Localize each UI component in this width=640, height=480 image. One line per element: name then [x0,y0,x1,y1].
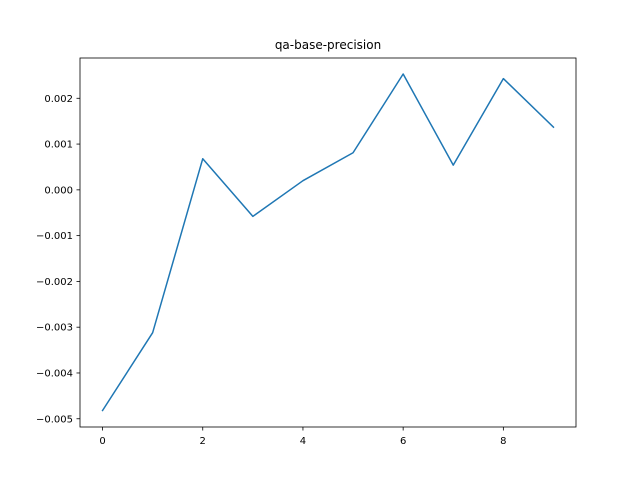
series-line [101,73,555,412]
y-tick-label: −0.003 [36,323,73,334]
y-tick-label: 0.001 [44,140,73,151]
y-tick-label: −0.005 [36,414,73,425]
x-tick-label: 0 [99,436,105,447]
x-axis: 0 2 4 6 8 [99,427,507,447]
y-tick-label: 0.002 [44,94,73,105]
x-tick-label: 4 [300,436,306,447]
plot-frame [79,57,577,428]
y-tick-label: −0.004 [36,368,73,379]
plot-layer [101,73,555,412]
chart-title: qa-base-precision [275,38,381,52]
y-axis: −0.005 −0.004 −0.003 −0.002 −0.001 0.000 0.001… [36,94,80,425]
y-tick-label: 0.000 [44,185,73,196]
y-tick-label: −0.001 [36,231,73,242]
x-tick-label: 2 [200,436,206,447]
x-tick-label: 6 [400,436,406,447]
y-tick-label: −0.002 [36,277,73,288]
x-tick-label: 8 [500,436,506,447]
